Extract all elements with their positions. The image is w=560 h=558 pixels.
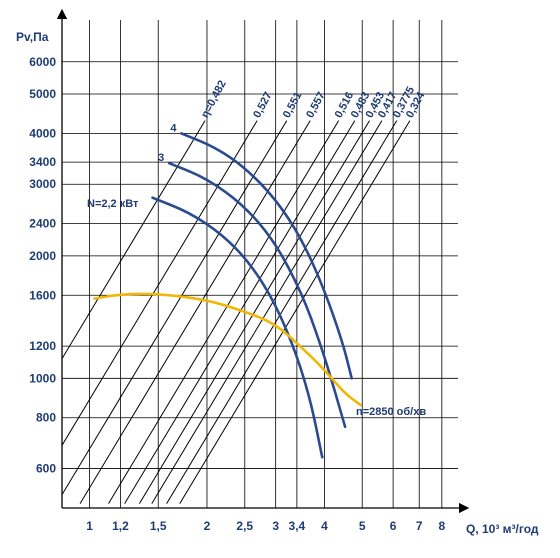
y-tick-label: 800 xyxy=(36,411,56,425)
y-axis-title: Pv,Па xyxy=(16,30,49,44)
x-tick-labels: 1 1,2 1,5 2 2,5 3 3,4 4 5 6 7 8 xyxy=(86,519,445,533)
efficiency-label: 0,551 xyxy=(281,90,305,120)
x-axis-title: Q, 10³ м³/год xyxy=(466,522,539,536)
curve-labels: 43 xyxy=(158,122,177,164)
x-tick-label: 3,4 xyxy=(289,519,306,533)
x-tick-label: 8 xyxy=(439,519,446,533)
y-tick-label: 3000 xyxy=(29,177,56,191)
performance-curve xyxy=(167,161,347,429)
efficiency-lines xyxy=(62,120,411,504)
x-tick-label: 1,2 xyxy=(112,519,129,533)
y-tick-label: 600 xyxy=(36,462,56,476)
y-tick-labels: 600 800 1000 1200 1600 2000 2400 3000 3400 4000 50… xyxy=(29,55,56,476)
efficiency-line xyxy=(138,120,370,504)
efficiency-line xyxy=(108,120,340,504)
x-tick-label: 5 xyxy=(359,519,366,533)
x-tick-label: 2,5 xyxy=(236,519,253,533)
efficiency-line xyxy=(151,120,383,504)
y-tick-label: 4000 xyxy=(29,126,56,140)
y-tick-label: 6000 xyxy=(29,55,56,69)
curve-label: 3 xyxy=(158,152,164,164)
x-tick-label: 6 xyxy=(390,519,397,533)
efficiency-line xyxy=(124,120,356,504)
power-annotation: N=2,2 кВт xyxy=(87,198,139,210)
y-tick-label: 2000 xyxy=(29,249,56,263)
curve-label: 4 xyxy=(170,122,177,134)
y-tick-label: 1600 xyxy=(29,288,56,302)
x-tick-label: 1,5 xyxy=(150,519,167,533)
efficiency-line xyxy=(179,120,411,504)
y-tick-label: 5000 xyxy=(29,87,56,101)
efficiency-line xyxy=(166,120,398,504)
efficiency-line xyxy=(62,120,288,496)
efficiency-labels: η=0,482 0,527 0,551 0,557 0,5160,4830,4530,4… xyxy=(199,78,428,120)
performance-curve xyxy=(180,132,353,380)
grid xyxy=(62,20,458,508)
efficiency-label: η=0,482 xyxy=(199,78,229,120)
y-tick-label: 1200 xyxy=(29,339,56,353)
y-tick-label: 1000 xyxy=(29,371,56,385)
performance-curve xyxy=(93,292,362,407)
axes xyxy=(56,8,470,514)
x-tick-label: 4 xyxy=(321,519,328,533)
speed-annotation: n=2850 об/хв xyxy=(356,406,426,418)
efficiency-line xyxy=(62,120,206,360)
efficiency-label: 0,527 xyxy=(251,90,275,120)
efficiency-line xyxy=(62,120,258,447)
performance-curve xyxy=(151,196,324,459)
x-tick-label: 1 xyxy=(86,519,93,533)
efficiency-line xyxy=(79,120,311,504)
x-tick-label: 2 xyxy=(204,519,211,533)
x-tick-label: 3 xyxy=(272,519,279,533)
x-tick-label: 7 xyxy=(416,519,423,533)
performance-curves xyxy=(93,132,362,459)
x-axis-title-text: Q, 10³ м³/год xyxy=(466,522,539,536)
y-tick-label: 2400 xyxy=(29,217,56,231)
y-tick-label: 3400 xyxy=(29,155,56,169)
